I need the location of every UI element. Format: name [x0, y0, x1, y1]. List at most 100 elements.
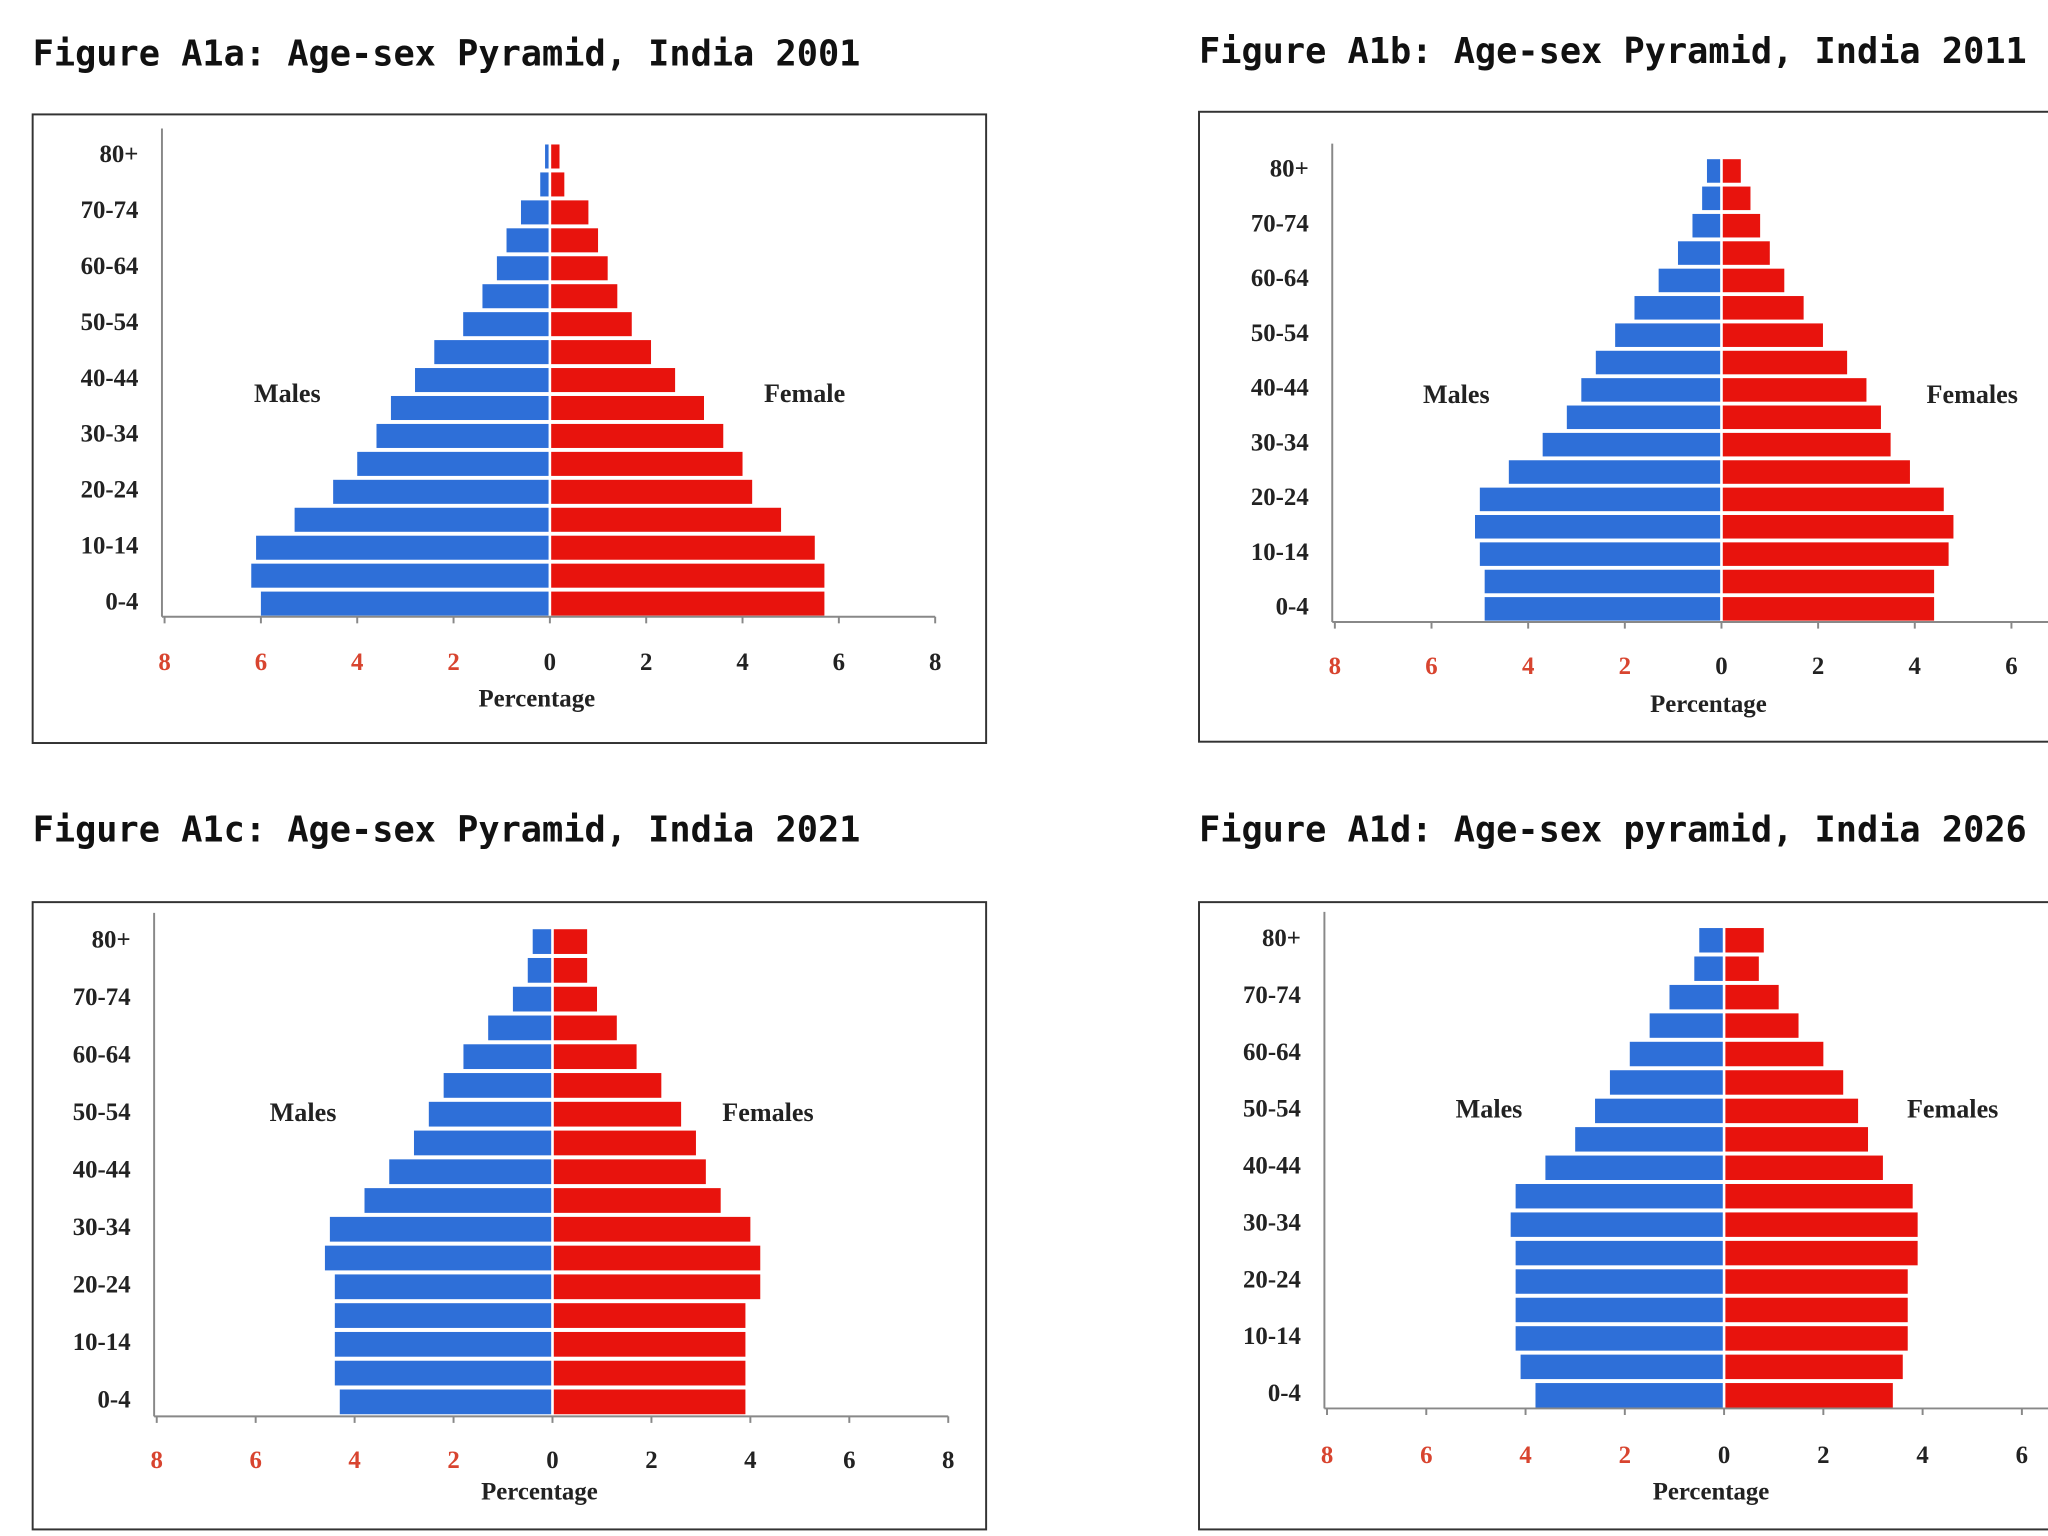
panel-frame [1198, 901, 2048, 1531]
bar [1721, 323, 1823, 347]
bar [549, 535, 815, 560]
x-tick-label: 6 [2005, 653, 2017, 680]
bar [506, 228, 550, 253]
bar [549, 423, 724, 448]
y-tick-label: 80+ [100, 141, 139, 168]
bar [549, 284, 618, 309]
y-tick-label: 10-14 [1251, 539, 1309, 566]
bar [1721, 159, 1741, 183]
bar [1724, 1155, 1883, 1181]
bar [1724, 1297, 1908, 1323]
panel-frame [31, 113, 988, 744]
bar [552, 1245, 761, 1271]
bar [552, 957, 588, 983]
bar [334, 1331, 553, 1357]
y-tick-label: 70-74 [73, 984, 131, 1011]
bar [334, 1303, 553, 1328]
bar [1724, 928, 1764, 953]
x-tick-label: 8 [1321, 1442, 1333, 1469]
x-tick-label: 2 [1619, 1442, 1631, 1469]
y-tick-label: 60-64 [1251, 265, 1309, 292]
chart-title: Figure A1b: Age-sex Pyramid, India 2011 [1199, 31, 2027, 72]
y-tick-label: 70-74 [1251, 210, 1309, 237]
y-tick-label: 10-14 [81, 532, 139, 559]
y-tick-label: 80+ [92, 926, 131, 953]
bar [334, 1274, 553, 1300]
x-axis-label: Percentage [1653, 1479, 1770, 1506]
series-label: Males [1423, 380, 1490, 409]
bar [545, 144, 550, 169]
x-tick-label: 2 [1817, 1442, 1829, 1469]
y-tick-label: 10-14 [73, 1329, 131, 1356]
bar [1508, 460, 1722, 484]
series-label: Females [1907, 1094, 1998, 1123]
bar [1566, 405, 1722, 430]
y-tick-label: 60-64 [81, 253, 139, 280]
y-tick-label: 40-44 [73, 1156, 131, 1183]
bar [1515, 1326, 1725, 1351]
x-tick-label: 4 [348, 1447, 360, 1474]
bar [552, 1216, 751, 1242]
chart-title: Figure A1d: Age-sex pyramid, India 2026 [1199, 810, 2027, 851]
x-tick-label: 4 [1522, 653, 1534, 680]
bar [434, 340, 550, 365]
bar [1515, 1269, 1725, 1294]
bar [329, 1216, 553, 1242]
y-tick-label: 60-64 [1243, 1039, 1301, 1066]
x-tick-label: 0 [544, 649, 556, 676]
bar [463, 312, 550, 337]
bar [549, 312, 632, 337]
x-tick-label: 6 [255, 649, 267, 676]
bar [532, 929, 553, 954]
bar [333, 479, 550, 504]
bar [428, 1101, 553, 1127]
bar [260, 591, 550, 616]
panel-frame [1198, 110, 2048, 743]
bar [1692, 213, 1722, 238]
bar [1479, 487, 1722, 512]
series-label: Female [764, 379, 845, 408]
bar [1515, 1240, 1725, 1266]
bar [1721, 186, 1751, 211]
bar [256, 535, 550, 560]
bar [549, 507, 782, 532]
bar [1721, 241, 1770, 265]
bar [552, 1044, 637, 1070]
bar [1694, 956, 1725, 981]
bar [1484, 569, 1722, 594]
y-tick-label: 70-74 [81, 197, 139, 224]
bar [552, 1303, 746, 1328]
bar [1724, 1269, 1908, 1294]
y-tick-label: 10-14 [1243, 1323, 1301, 1350]
bar [549, 451, 743, 476]
bar [1595, 350, 1722, 375]
y-tick-label: 50-54 [73, 1099, 131, 1126]
y-tick-label: 50-54 [1243, 1096, 1301, 1123]
x-tick-label: 6 [843, 1447, 855, 1474]
bar [549, 256, 608, 281]
x-tick-label: 4 [351, 649, 363, 676]
bar [413, 1130, 553, 1156]
series-label: Males [254, 379, 321, 408]
bar [540, 172, 550, 197]
bar [1721, 569, 1935, 594]
x-tick-label: 8 [942, 1447, 954, 1474]
y-tick-label: 30-34 [73, 1214, 131, 1241]
y-tick-label: 40-44 [81, 365, 139, 392]
bar [549, 172, 565, 197]
bar [1649, 1013, 1725, 1038]
bar [1724, 1098, 1859, 1124]
bar [1724, 1326, 1908, 1351]
x-tick-label: 6 [2016, 1442, 2028, 1469]
x-tick-label: 8 [158, 649, 170, 676]
bar [376, 423, 550, 448]
x-tick-label: 2 [447, 649, 459, 676]
bar [549, 340, 652, 365]
bar [1724, 1070, 1844, 1095]
x-tick-label: 2 [645, 1447, 657, 1474]
bar [1721, 268, 1785, 293]
bar [1721, 542, 1949, 566]
y-tick-label: 50-54 [1251, 320, 1309, 347]
bar [324, 1245, 553, 1271]
bar [339, 1389, 553, 1415]
